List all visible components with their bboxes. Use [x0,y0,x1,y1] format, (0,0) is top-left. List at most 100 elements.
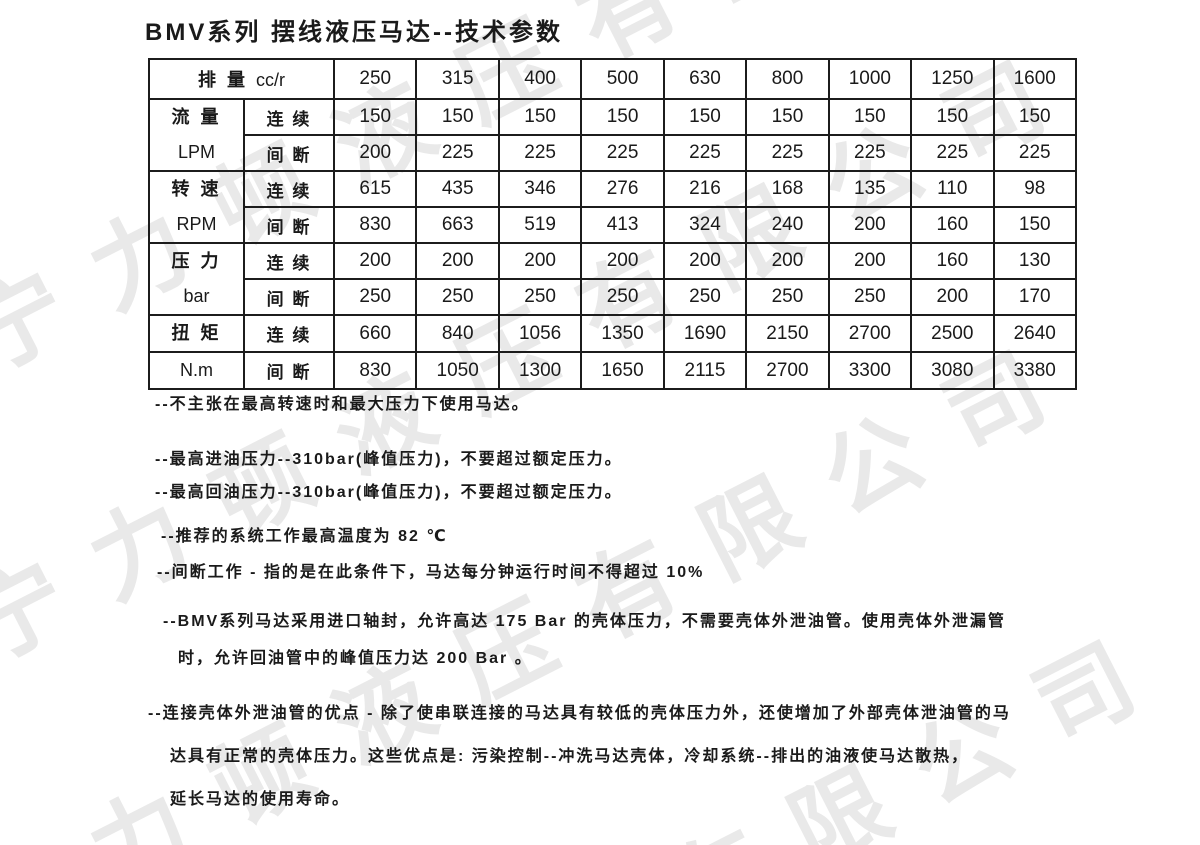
table-row: 扭 矩连 续 660 840 1056 1350 1690 2150 2700 2500 2640 [148,314,1078,353]
page-title: BMV系列 摆线液压马达--技术参数 [145,19,563,46]
mode-continuous-label: 连 续 [242,98,336,136]
group-label: 转 速 RPM [148,170,245,244]
group-name: 流 量 [171,107,222,127]
table-row: 转 速 RPM 连 续 615 435 346 276 216 168 135 110 98 [148,170,1078,244]
value-cell: 250 [662,278,748,316]
value-cell: 2700 [745,351,830,390]
mode-intermittent-label: 间 断 [242,351,336,390]
displacement-label-cn: 排 量 [198,70,257,90]
value-cell: 200 [497,242,583,280]
value-cell: 150 [333,98,418,136]
note-shaft-seal-case-pressure: --BMV系列马达采用进口轴封，允许高达 175 Bar 的壳体压力，不需要壳体… [163,603,1006,677]
value-cell: 135 [827,170,913,208]
value-cell: 150 [745,98,830,136]
value-cell: 150 [992,206,1078,244]
value-cell: 225 [745,134,830,172]
value-cell: 225 [662,134,748,172]
displacement-unit: cc/r [256,70,286,90]
note-no-max-speed-pressure: --不主张在最高转速时和最大压力下使用马达。 [155,396,530,413]
value-cell: 660 [333,314,418,353]
header-displacement-cell: 315 [415,58,500,100]
header-displacement-cell: 1250 [910,58,995,100]
value-cell: 150 [910,98,995,136]
note-line: 达具有正常的壳体压力。这些优点是: 污染控制--冲洗马达壳体，冷却系统--排出的… [170,748,970,765]
value-cell: 150 [580,98,665,136]
group-unit: RPM [176,214,217,234]
value-cell: 200 [333,242,418,280]
table-row: 压 力 bar 连 续 200 200 200 200 200 200 200 160 130 [148,242,1078,316]
value-cell: 2700 [827,314,913,353]
table-row: 间 断 830 663 519 413 324 240 200 160 150 [149,206,1078,244]
value-cell: 160 [910,242,995,280]
header-displacement-cell: 1600 [992,58,1078,100]
value-cell: 250 [827,278,913,316]
note-line: --连接壳体外泄油管的优点 - 除了使串联连接的马达具有较低的壳体压力外，还使增… [148,705,1011,722]
value-cell: 830 [333,206,418,244]
value-cell: 200 [910,278,995,316]
displacement-header-label: 排 量 cc/r [147,58,336,100]
value-cell: 150 [662,98,748,136]
note-intermittent-duty: --间断工作 - 指的是在此条件下，马达每分钟运行时间不得超过 10% [157,564,705,581]
value-cell: 324 [662,206,748,244]
value-cell: 150 [992,98,1078,136]
value-cell: 2640 [992,314,1078,353]
value-cell: 225 [497,134,583,172]
group-name: 扭 矩 [148,314,245,353]
value-cell: 250 [580,278,665,316]
value-cell: 2115 [662,351,748,390]
note-max-inlet-pressure: --最高进油压力--310bar(峰值压力)，不要超过额定压力。 [155,451,623,468]
value-cell: 276 [580,170,665,208]
note-drain-line-benefits: --连接壳体外泄油管的优点 - 除了使串联连接的马达具有较低的壳体压力外，还使增… [148,692,1011,821]
value-cell: 840 [415,314,500,353]
value-cell: 150 [497,98,583,136]
group-name: 转 速 [171,179,222,199]
spec-table: 排 量 cc/r 250 315 400 500 630 800 1000 1250 1600 流 … [147,58,1078,390]
header-displacement-cell: 1000 [827,58,913,100]
group-label: 流 量 LPM [148,98,245,172]
value-cell: 1300 [497,351,583,390]
value-cell: 3300 [827,351,913,390]
value-cell: 663 [415,206,500,244]
value-cell: 225 [827,134,913,172]
table-row: 流 量 LPM 连 续 150 150 150 150 150 150 150 150 150 [148,98,1078,172]
value-cell: 2150 [745,314,830,353]
value-cell: 200 [415,242,500,280]
value-cell: 250 [745,278,830,316]
value-cell: 250 [497,278,583,316]
value-cell: 150 [827,98,913,136]
value-cell: 225 [992,134,1078,172]
value-cell: 200 [333,134,418,172]
header-displacement-cell: 800 [745,58,830,100]
group-unit: bar [183,286,210,306]
note-line: 延长马达的使用寿命。 [170,791,351,808]
value-cell: 435 [415,170,500,208]
header-displacement-cell: 630 [662,58,748,100]
mode-intermittent-label: 间 断 [242,134,336,172]
value-cell: 1650 [580,351,665,390]
mode-intermittent-label: 间 断 [242,206,336,244]
note-max-temperature: --推荐的系统工作最高温度为 82 ℃ [161,528,448,545]
value-cell: 160 [910,206,995,244]
value-cell: 200 [580,242,665,280]
value-cell: 170 [992,278,1078,316]
value-cell: 1050 [415,351,500,390]
value-cell: 413 [580,206,665,244]
group-label: 压 力 bar [148,242,245,316]
value-cell: 200 [662,242,748,280]
value-cell: 225 [415,134,500,172]
value-cell: 240 [745,206,830,244]
mode-continuous-label: 连 续 [242,314,336,353]
note-max-return-pressure: --最高回油压力--310bar(峰值压力)，不要超过额定压力。 [155,484,623,501]
value-cell: 225 [910,134,995,172]
value-cell: 1350 [580,314,665,353]
value-cell: 110 [910,170,995,208]
value-cell: 200 [745,242,830,280]
value-cell: 150 [415,98,500,136]
value-cell: 2500 [910,314,995,353]
value-cell: 519 [497,206,583,244]
value-cell: 168 [745,170,830,208]
header-displacement-cell: 500 [580,58,665,100]
group-unit: LPM [177,142,215,162]
value-cell: 3380 [992,351,1078,390]
